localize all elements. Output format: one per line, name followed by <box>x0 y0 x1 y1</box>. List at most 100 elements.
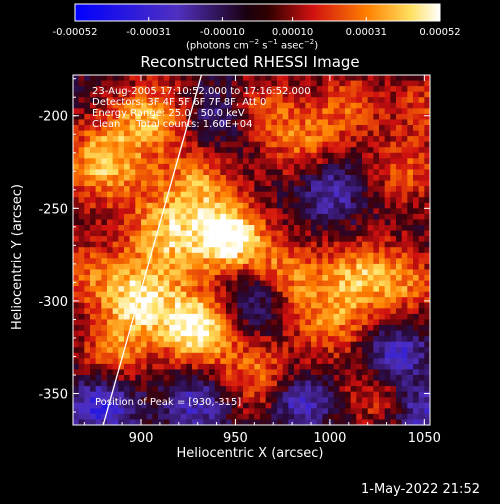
heatmap-cell <box>231 280 238 287</box>
heatmap-cell <box>379 97 386 104</box>
heatmap-cell <box>180 147 187 154</box>
heatmap-cell <box>362 286 369 293</box>
heatmap-cell <box>95 408 102 415</box>
heatmap-cell <box>84 225 91 232</box>
heatmap-cell <box>271 236 278 243</box>
heatmap-cell <box>384 247 391 254</box>
heatmap-cell <box>209 352 216 359</box>
heatmap-cell <box>316 380 323 387</box>
heatmap-cell <box>203 419 210 425</box>
heatmap-cell <box>407 258 414 265</box>
heatmap-cell <box>220 286 227 293</box>
heatmap-cell <box>231 352 238 359</box>
heatmap-cell <box>254 152 261 159</box>
heatmap-cell <box>328 363 335 371</box>
heatmap-cell <box>311 380 318 387</box>
heatmap-cell <box>197 275 204 282</box>
heatmap-cell <box>214 386 221 393</box>
heatmap-cell <box>214 130 221 137</box>
heatmap-cell <box>260 336 267 343</box>
heatmap-cell <box>407 380 414 387</box>
heatmap-cell <box>277 225 284 232</box>
heatmap-cell <box>379 247 386 254</box>
heatmap-cell <box>277 252 284 259</box>
heatmap-cell <box>299 269 306 276</box>
heatmap-cell <box>379 269 386 276</box>
heatmap-cell <box>192 286 199 293</box>
heatmap-cell <box>407 136 414 143</box>
heatmap-cell <box>271 275 278 282</box>
heatmap-cell <box>124 136 131 143</box>
heatmap-cell <box>345 152 352 159</box>
heatmap-cell <box>282 175 289 182</box>
heatmap-cell <box>158 375 165 382</box>
heatmap-cell <box>328 225 335 232</box>
heatmap-cell <box>243 313 250 321</box>
heatmap-cell <box>163 202 170 209</box>
heatmap-cell <box>311 113 318 121</box>
heatmap-cell <box>367 86 374 93</box>
heatmap-cell <box>345 269 352 276</box>
heatmap-cell <box>254 102 261 109</box>
heatmap-cell <box>367 219 374 226</box>
heatmap-cell <box>152 252 159 259</box>
heatmap-cell <box>373 336 380 343</box>
heatmap-cell <box>277 236 284 243</box>
heatmap-cell <box>231 325 238 332</box>
heatmap-cell <box>316 408 323 415</box>
heatmap-cell <box>152 247 159 254</box>
heatmap-cell <box>175 202 182 209</box>
heatmap-cell <box>107 280 114 287</box>
heatmap-cell <box>299 91 306 98</box>
heatmap-cell <box>362 413 369 421</box>
heatmap-cell <box>424 169 430 176</box>
heatmap-cell <box>254 113 261 121</box>
heatmap-cell <box>379 119 386 126</box>
heatmap-cell <box>243 152 250 159</box>
heatmap-cell <box>158 147 165 154</box>
heatmap-cell <box>288 330 295 337</box>
heatmap-cell <box>282 91 289 98</box>
heatmap-cell <box>418 302 425 309</box>
heatmap-cell <box>118 102 125 109</box>
heatmap-cell <box>135 352 142 359</box>
heatmap-cell <box>231 308 238 315</box>
heatmap-cell <box>367 258 374 265</box>
heatmap-cell <box>311 86 318 93</box>
heatmap-cell <box>356 102 363 109</box>
heatmap-cell <box>169 91 176 98</box>
heatmap-cell <box>203 191 210 198</box>
heatmap-cell <box>260 202 267 209</box>
heatmap-cell <box>84 330 91 337</box>
heatmap-cell <box>311 108 318 115</box>
heatmap-cell <box>73 375 80 382</box>
heatmap-cell <box>277 325 284 332</box>
heatmap-cell <box>424 230 430 237</box>
heatmap-cell <box>373 158 380 165</box>
heatmap-cell <box>350 147 357 154</box>
heatmap-cell <box>197 358 204 365</box>
heatmap-cell <box>186 169 193 176</box>
heatmap-cell <box>163 163 170 171</box>
heatmap-cell <box>277 269 284 276</box>
heatmap-cell <box>237 80 244 87</box>
heatmap-cell <box>129 313 136 321</box>
heatmap-cell <box>305 125 312 132</box>
heatmap-cell <box>418 397 425 404</box>
heatmap-cell <box>333 413 340 421</box>
heatmap-cell <box>186 180 193 187</box>
heatmap-cell <box>311 336 318 343</box>
heatmap-cell <box>84 125 91 132</box>
heatmap-cell <box>84 247 91 254</box>
heatmap-cell <box>384 252 391 259</box>
x-tick-label: 900 <box>129 431 154 446</box>
heatmap-cell <box>328 380 335 387</box>
heatmap-cell <box>90 413 97 421</box>
heatmap-cell <box>214 191 221 198</box>
colorbar <box>74 3 441 22</box>
heatmap-cell <box>305 213 312 221</box>
heatmap-cell <box>237 308 244 315</box>
heatmap-cell <box>305 358 312 365</box>
heatmap-cell <box>288 152 295 159</box>
heatmap-cell <box>277 397 284 404</box>
